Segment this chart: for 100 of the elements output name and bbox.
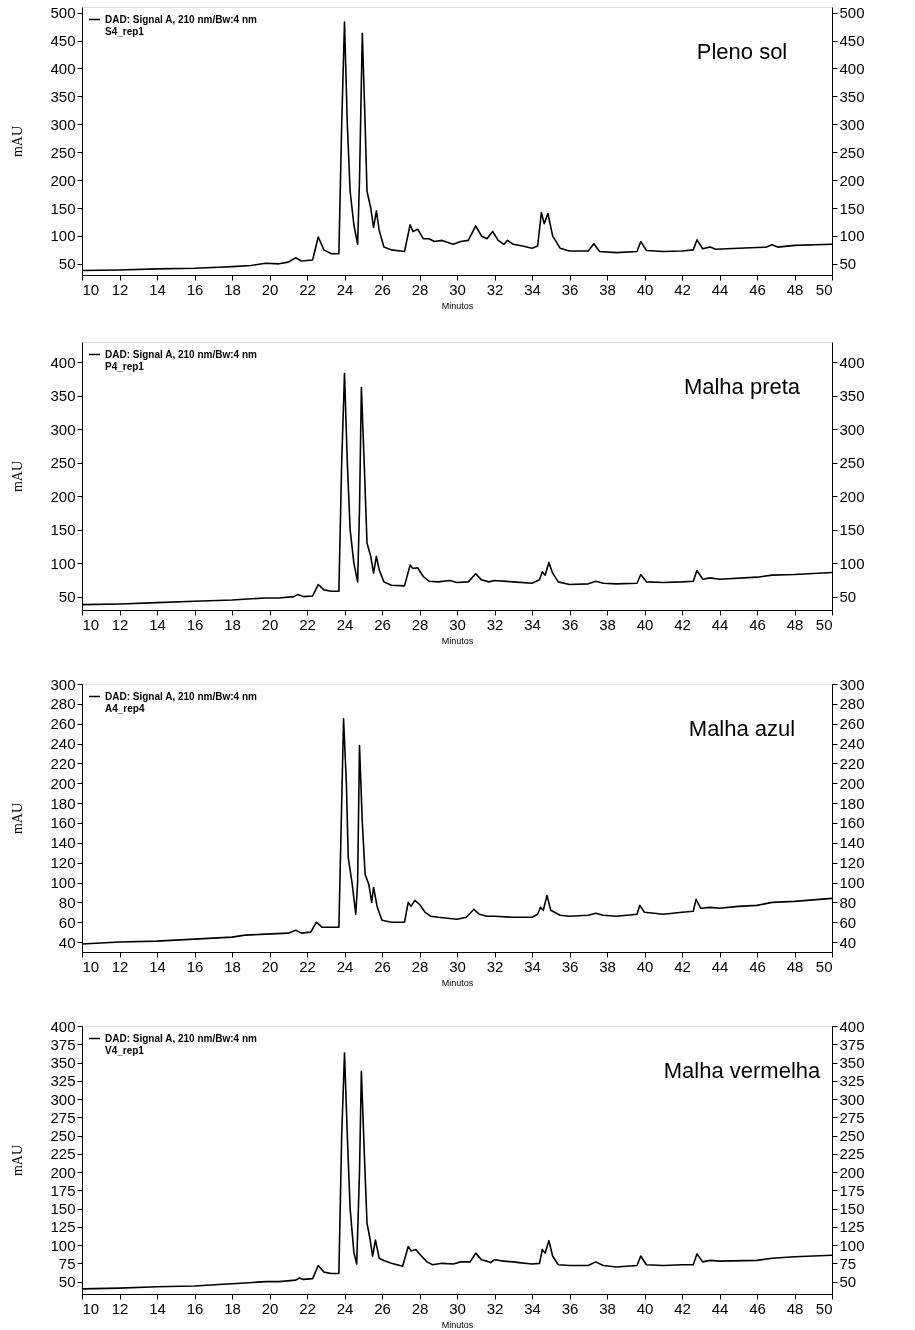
x-tick-label: 26: [374, 280, 391, 298]
x-tick-label: 20: [261, 957, 279, 975]
y-tick-label: 75: [58, 1254, 76, 1272]
y2-tick-label: 300: [839, 115, 865, 133]
y2-tick-label: 140: [839, 834, 865, 852]
y2-tick-label: 180: [839, 794, 865, 812]
y2-tick-label: 100: [839, 1236, 865, 1254]
x-tick-label: 46: [749, 280, 766, 298]
x-tick-label: 48: [786, 957, 804, 975]
y-tick-label: 350: [50, 87, 76, 105]
x-tick-label: 28: [411, 280, 429, 298]
x-tick-label: 12: [111, 615, 129, 633]
y2-tick-label: 120: [839, 854, 865, 872]
y2-tick-label: 40: [839, 933, 857, 951]
legend-label: DAD: Signal A, 210 nm/Bw:4 nm S4_rep1: [105, 13, 257, 37]
text: Malha azul: [688, 716, 796, 741]
x-tick-label: 22: [299, 957, 316, 975]
y2-tick-label: 100: [839, 227, 865, 245]
x-axis-title: Minutos: [441, 1319, 474, 1330]
y-tick-label: 50: [58, 255, 76, 273]
y-tick-label: 100: [50, 1236, 76, 1254]
y2-tick-label: 50: [839, 588, 857, 606]
x-tick-label: 14: [149, 957, 166, 975]
x-tick-label: 44: [711, 1299, 729, 1317]
y-tick-label: 350: [50, 387, 76, 405]
y-axis-title: mAU: [10, 1144, 26, 1177]
y2-tick-label: 260: [839, 715, 865, 733]
y2-tick-label: 350: [839, 387, 865, 405]
y2-tick-label: 250: [839, 143, 865, 161]
x-tick-label: 10: [82, 957, 100, 975]
y2-tick-label: 300: [839, 420, 865, 438]
y2-tick-label: 220: [839, 754, 865, 772]
legend-label: DAD: Signal A, 210 nm/Bw:4 nm V4_rep1: [105, 1032, 257, 1056]
x-tick-label: 16: [186, 957, 204, 975]
y-tick-label: 150: [50, 521, 76, 539]
x-tick-label: 34: [524, 280, 541, 298]
x-axis-title: Minutos: [441, 635, 474, 646]
y-tick-label: 100: [50, 227, 76, 245]
y-tick-label: 200: [50, 1163, 76, 1181]
y-axis-title: mAU: [10, 125, 26, 158]
x-tick-label: 32: [486, 1299, 504, 1317]
x-tick-label: 20: [261, 280, 279, 298]
x-tick-label: 20: [261, 1299, 279, 1317]
y2-tick-label: 275: [839, 1108, 865, 1126]
x-tick-label: 40: [636, 957, 654, 975]
x-tick-label: 18: [224, 957, 241, 975]
y-tick-label: 225: [50, 1145, 76, 1163]
x-tick-label: 16: [186, 280, 204, 298]
x-tick-label: 28: [411, 957, 429, 975]
y-tick-label: 140: [50, 834, 76, 852]
y-tick-label: 240: [50, 735, 76, 753]
y2-tick-label: 50: [839, 1273, 857, 1291]
y2-tick-label: 75: [839, 1254, 857, 1272]
y2-tick-label: 240: [839, 735, 865, 753]
y2-tick-label: 350: [839, 1054, 865, 1072]
y2-tick-label: 375: [839, 1035, 865, 1053]
x-tick-label: 50: [815, 280, 833, 298]
y-tick-label: 200: [50, 171, 76, 189]
y-tick-label: 325: [50, 1072, 76, 1090]
legend-label: DAD: Signal A, 210 nm/Bw:4 nm P4_rep1: [105, 348, 257, 372]
x-tick-label: 40: [636, 615, 654, 633]
y2-tick-label: 150: [839, 1200, 865, 1218]
y2-tick-label: 125: [839, 1218, 865, 1236]
x-tick-label: 42: [674, 615, 691, 633]
y-tick-label: 250: [50, 454, 76, 472]
y2-tick-label: 100: [839, 874, 865, 892]
y-tick-label: 500: [50, 4, 76, 22]
y-tick-label: 100: [50, 554, 76, 572]
y-tick-label: 60: [58, 913, 76, 931]
x-tick-label: 28: [411, 615, 429, 633]
x-tick-label: 14: [149, 615, 166, 633]
y-tick-label: 300: [50, 675, 76, 693]
y-tick-label: 50: [58, 1273, 76, 1291]
x-tick-label: 16: [186, 1299, 204, 1317]
x-tick-label: 28: [411, 1299, 429, 1317]
legend-label: DAD: Signal A, 210 nm/Bw:4 nm A4_rep4: [105, 690, 257, 714]
y-tick-label: 50: [58, 588, 76, 606]
x-tick-label: 46: [749, 957, 766, 975]
x-tick-label: 48: [786, 615, 804, 633]
y2-tick-label: 175: [839, 1181, 865, 1199]
y2-tick-label: 80: [839, 893, 857, 911]
y-tick-label: 150: [50, 1200, 76, 1218]
y2-tick-label: 300: [839, 1090, 865, 1108]
x-tick-label: 16: [186, 615, 204, 633]
y2-tick-label: 150: [839, 199, 865, 217]
x-tick-label: 34: [524, 957, 541, 975]
y2-tick-label: 250: [839, 1127, 865, 1145]
y2-tick-label: 300: [839, 675, 865, 693]
x-tick-label: 10: [82, 280, 100, 298]
text: Malha vermelha: [663, 1058, 822, 1083]
x-tick-label: 30: [449, 615, 466, 633]
x-tick-label: 12: [111, 1299, 129, 1317]
x-tick-label: 38: [599, 615, 616, 633]
x-tick-label: 26: [374, 615, 391, 633]
x-tick-label: 40: [636, 1299, 654, 1317]
y2-tick-label: 160: [839, 814, 865, 832]
y-tick-label: 375: [50, 1035, 76, 1053]
x-tick-label: 50: [815, 615, 833, 633]
y-tick-label: 125: [50, 1218, 76, 1236]
y-tick-label: 275: [50, 1108, 76, 1126]
